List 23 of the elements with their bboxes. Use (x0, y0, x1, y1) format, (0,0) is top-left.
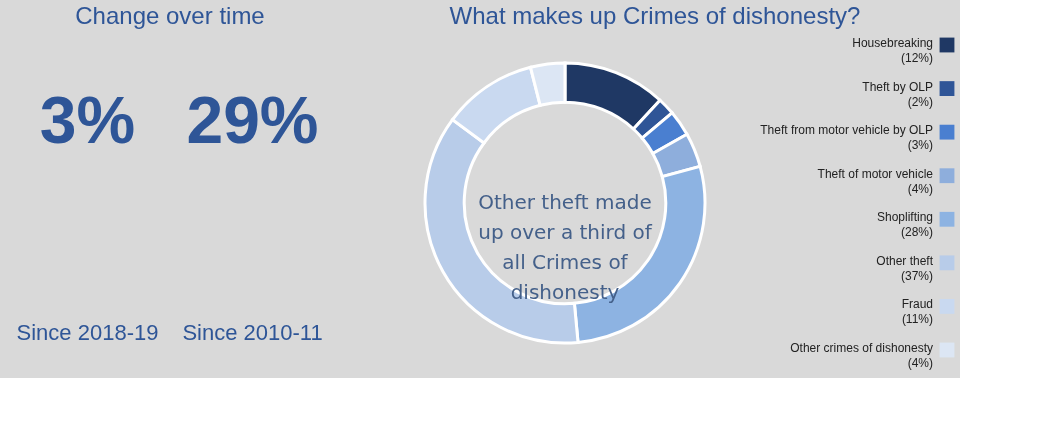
legend-label: Shoplifting (876, 210, 933, 225)
data-label: (2%) (907, 94, 933, 109)
legend-label: Theft of motor vehicle (817, 166, 934, 181)
chart-title: What makes up Crimes of dishonesty? (449, 2, 861, 29)
data-label: (12%) (900, 51, 933, 65)
text: 29% (186, 83, 319, 157)
text: 3% (39, 83, 136, 157)
data-label: (4%) (907, 356, 933, 370)
data-label: (3%) (907, 138, 933, 153)
legend-label: Theft from motor vehicle by OLP (760, 123, 933, 138)
text: Change over time (75, 2, 265, 29)
legend-label: Theft by OLP (862, 79, 933, 94)
legend-label: Housebreaking (852, 36, 933, 50)
data-label: (11%) (901, 312, 933, 327)
legend-label: Fraud (901, 297, 933, 312)
data-label: (28%) (900, 225, 933, 240)
text: Other theft made up over a third of all Crimes of dishonesty (478, 190, 653, 304)
text: Since 2010-11 (182, 320, 323, 345)
legend-label: Other crimes of dishonesty (790, 341, 933, 355)
text: Since 2018-19 (16, 320, 159, 345)
legend-label: Other theft (876, 253, 934, 268)
data-label: (37%) (900, 268, 933, 283)
data-label: (4%) (907, 181, 933, 196)
